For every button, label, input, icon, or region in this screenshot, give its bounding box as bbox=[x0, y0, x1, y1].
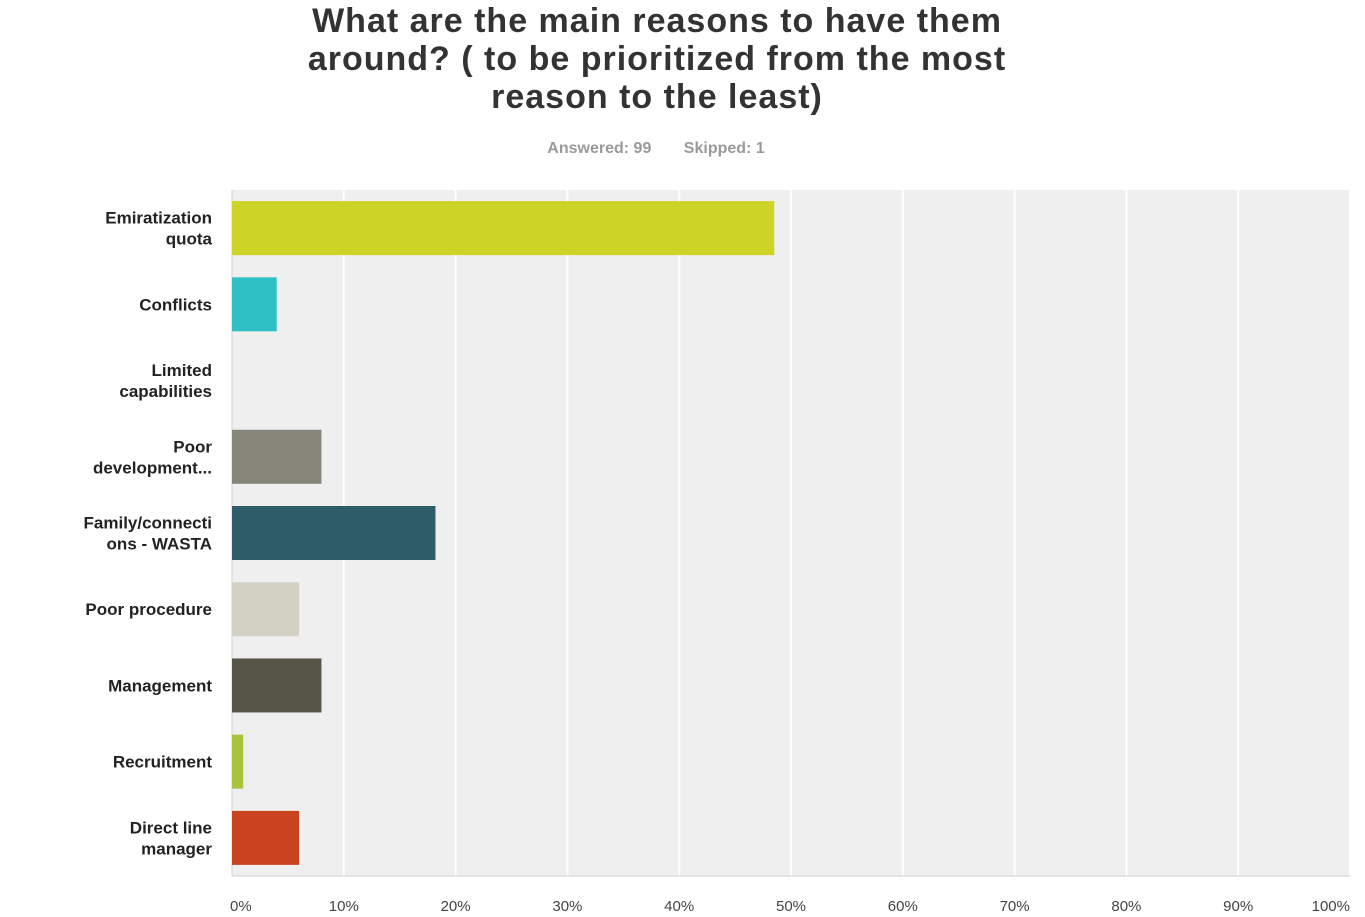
category-label: Poor bbox=[173, 437, 212, 456]
category-label: Conflicts bbox=[139, 295, 212, 314]
bar bbox=[232, 201, 775, 256]
x-tick-label: 90% bbox=[1223, 898, 1253, 915]
bar bbox=[232, 429, 322, 484]
title-line-3: reason to the least) bbox=[491, 78, 823, 116]
bar bbox=[232, 810, 300, 865]
bar bbox=[232, 582, 300, 637]
category-label: capabilities bbox=[119, 382, 212, 401]
title-line-1: What are the main reasons to have them bbox=[312, 2, 1002, 40]
x-tick-label: 10% bbox=[329, 898, 359, 915]
category-label: quota bbox=[166, 230, 213, 249]
response-stats: Answered: 99 Skipped: 1 bbox=[0, 140, 1312, 158]
category-label: Poor procedure bbox=[85, 600, 212, 619]
category-label: Direct line bbox=[130, 818, 212, 837]
x-tick-label: 70% bbox=[1000, 898, 1030, 915]
skipped-count: Skipped: 1 bbox=[683, 140, 765, 157]
category-label: Management bbox=[108, 676, 212, 695]
x-tick-label: 60% bbox=[888, 898, 918, 915]
bar bbox=[232, 506, 436, 560]
x-tick-label: 80% bbox=[1111, 898, 1141, 915]
bar bbox=[232, 658, 322, 713]
category-label: Family/connecti bbox=[84, 514, 212, 533]
x-tick-label: 40% bbox=[664, 898, 694, 915]
x-tick-label: 30% bbox=[552, 898, 582, 915]
title-line-2: around? ( to be prioritized from the mos… bbox=[307, 40, 1007, 78]
chart-title: What are the main reasons to have them a… bbox=[200, 2, 1114, 116]
x-tick-label: 100% bbox=[1312, 898, 1350, 915]
category-label: Recruitment bbox=[113, 753, 213, 772]
x-tick-label: 0% bbox=[230, 898, 252, 915]
bar bbox=[232, 734, 244, 789]
x-tick-label: 20% bbox=[441, 898, 471, 915]
category-label: manager bbox=[141, 839, 212, 858]
category-label: development... bbox=[93, 458, 212, 477]
answered-count: Answered: 99 bbox=[547, 140, 652, 157]
category-label: Limited bbox=[152, 361, 212, 380]
x-tick-label: 50% bbox=[776, 898, 806, 915]
bar bbox=[232, 277, 277, 332]
category-label: Emiratization bbox=[105, 209, 212, 228]
category-label: ons - WASTA bbox=[107, 535, 212, 554]
